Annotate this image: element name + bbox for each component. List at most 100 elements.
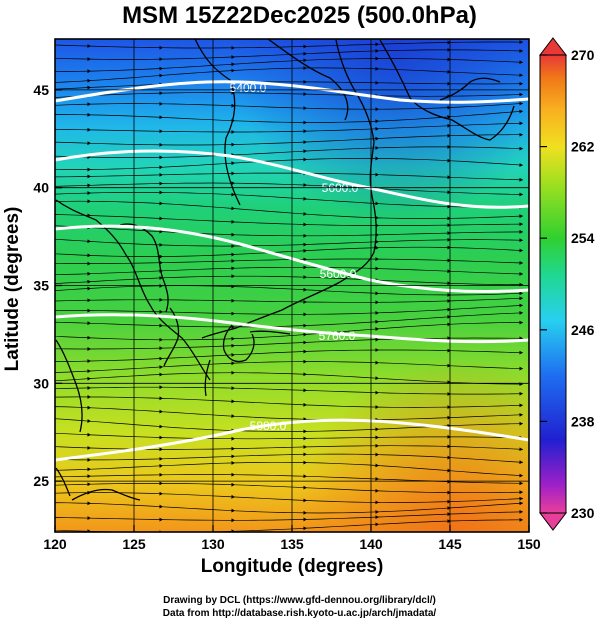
wind-arrowhead [375,257,379,262]
wind-arrowhead [519,248,523,253]
wind-arrowhead [159,372,163,377]
wind-arrowhead [519,291,523,296]
streamline [55,285,524,296]
wind-arrowhead [519,481,523,486]
wind-arrowhead [87,474,91,479]
wind-arrowhead [87,127,91,132]
wind-arrowhead [303,445,307,449]
wind-arrowhead [303,212,307,216]
wind-arrowhead [375,56,379,61]
streamline [55,483,524,494]
wind-arrowhead [447,512,451,517]
streamline [55,372,524,385]
wind-arrowhead [447,519,451,524]
y-tick-label: 30 [33,375,49,391]
wind-arrowhead [231,232,235,237]
wind-arrowhead [231,103,235,108]
wind-arrowhead [447,434,451,439]
colorbar-tick-label: 270 [571,47,595,63]
wind-arrowhead [159,472,163,477]
wind-arrowhead [159,517,163,522]
wind-arrowhead [519,311,523,315]
colorbar-bottom-triangle [538,512,568,531]
streamline [55,246,524,257]
wind-arrowhead [231,206,235,211]
wind-arrowhead [87,298,91,303]
wind-arrowhead [231,244,235,248]
streamline [55,396,524,408]
streamline [55,67,524,83]
wind-arrowhead [159,91,163,96]
wind-arrowhead [375,452,379,457]
geopotential-contours [55,80,529,462]
wind-arrowhead [87,253,91,258]
wind-arrowhead [87,445,91,450]
wind-arrowhead [447,258,451,263]
colorbar-tick-label: 254 [571,230,595,246]
wind-arrowhead [375,201,379,206]
wind-arrowhead [303,510,307,515]
streamline [55,225,524,237]
wind-arrowhead [375,291,379,296]
streamline [55,492,524,503]
wind-arrowhead [519,73,523,78]
wind-arrowhead [231,259,235,263]
wind-arrowhead [375,376,379,381]
wind-arrowhead [303,58,307,63]
streamline [55,349,524,362]
wind-arrowhead [87,69,91,74]
wind-arrowhead [519,60,523,65]
wind-arrowhead [447,158,451,163]
streamline [55,443,524,450]
wind-arrowhead [519,473,523,478]
wind-arrowhead [303,66,307,70]
wind-arrowhead [159,115,163,120]
wind-arrowhead [447,204,451,209]
streamline [55,122,524,133]
wind-arrowhead [231,472,235,477]
wind-arrowhead [375,337,379,342]
wind-arrowhead [447,115,451,119]
wind-arrowhead [375,49,379,53]
wind-arrowhead [519,517,523,522]
wind-arrowhead [87,57,91,61]
wind-arrowhead [519,391,523,396]
wind-arrowhead [375,42,379,47]
wind-arrowhead [375,126,379,131]
streamline [55,266,524,276]
wind-arrowhead [375,488,379,493]
colorbar-top-triangle [538,37,568,56]
wind-arrowhead [447,81,451,86]
wind-arrowhead [375,510,379,514]
wind-arrowhead [159,229,163,234]
wind-arrowhead [447,468,451,473]
wind-arrowhead [159,504,163,509]
wind-arrowhead [375,476,379,481]
x-tick-label: 130 [201,536,225,552]
wind-arrowhead [159,447,163,452]
wind-arrowhead [231,454,235,459]
wind-arrowhead [519,146,523,151]
wind-arrowhead [231,336,235,341]
wind-arrowhead [447,293,451,297]
wind-arrowhead [375,390,379,395]
wind-arrowhead [231,386,235,391]
streamline [55,322,523,341]
streamline [55,158,524,170]
wind-arrowhead [375,266,379,271]
wind-arrowhead [159,66,163,71]
colorbar: 270 262 254 246 238 230 [538,37,595,531]
wind-arrowhead [303,106,307,111]
wind-arrowhead [303,233,307,238]
wind-arrowhead [87,432,91,437]
wind-arrowhead [303,120,307,125]
wind-arrowhead [231,508,235,513]
wind-arrowhead [159,181,163,186]
wind-arrowhead [303,517,307,522]
wind-arrowhead [519,109,523,114]
wind-arrowhead [519,303,523,308]
wind-arrowhead [231,436,235,441]
wind-arrowhead [447,299,451,303]
wind-arrowhead [519,238,523,243]
wind-arrowhead [303,429,307,434]
